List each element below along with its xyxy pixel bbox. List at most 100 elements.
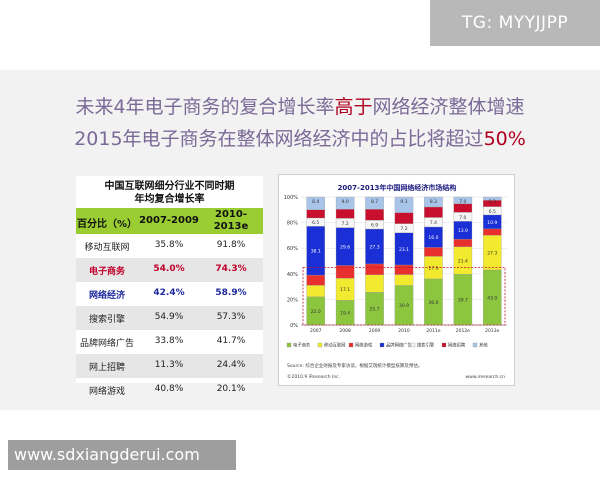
- legend-swatch: [286, 342, 292, 348]
- x-tick-label: 2007: [310, 328, 322, 334]
- table-cell-rate: 35.8%: [154, 240, 184, 250]
- table-cell-rate: 54.9%: [154, 312, 184, 322]
- bar-value-label: 43.0: [487, 295, 497, 301]
- bar-segment: [394, 274, 414, 286]
- bar-segment: [424, 247, 443, 257]
- bar-segment: [483, 196, 502, 201]
- table-header-period-2: 2010-2013e: [200, 209, 262, 233]
- bar-segment: [424, 196, 443, 208]
- bar-top-label: 8.4: [312, 199, 319, 205]
- table-row: 移动互联网 35.8% 91.8%: [76, 234, 263, 258]
- y-tick-label: 100%: [284, 195, 299, 201]
- bar-segment: [394, 264, 414, 275]
- bar-segment: [365, 274, 384, 293]
- x-tick-label: 2011e: [426, 328, 440, 334]
- legend-label: 网络游戏: [355, 342, 373, 349]
- bar-value-label: 16.0: [428, 235, 438, 241]
- bar-value-label: 36.0: [428, 300, 438, 306]
- bar-value-label: 6.5: [489, 209, 496, 215]
- table-row: 网上招聘 11.3% 24.4%: [76, 354, 263, 378]
- x-tick-label: 2008: [339, 328, 351, 334]
- table-cell-rate: 40.8%: [154, 384, 184, 394]
- table-header-percent: 百分比（%）: [76, 219, 138, 230]
- headline-1-part-3: 网络经济整体增速: [372, 96, 525, 118]
- bar-segment: [335, 209, 355, 219]
- bar-segment: [394, 212, 414, 224]
- legend-label: 移动互联网: [324, 342, 345, 349]
- table-cell-sector: 品牌网络广告: [79, 339, 134, 349]
- watermark-bottom: www.sdxiangderui.com: [8, 440, 236, 470]
- table-cell-sector: 电子商务: [88, 267, 125, 277]
- ecommerce-highlight-box: [302, 267, 506, 326]
- legend-label: 其他: [479, 342, 488, 349]
- table-cell-rate: 24.4%: [216, 360, 246, 370]
- bar-value-label: 19.4: [340, 311, 350, 317]
- bar-top-label: 9.0: [342, 199, 349, 205]
- bar-segment: [365, 209, 384, 221]
- table-header-period-1: 2007-2009: [139, 215, 199, 226]
- bar-segment: [306, 196, 325, 210]
- bar-value-label: 22.0: [311, 309, 321, 315]
- bar-top-label: 8.3: [430, 199, 437, 205]
- bar-segment: [424, 206, 443, 218]
- table-row: 品牌网络广告 33.8% 41.7%: [76, 330, 263, 354]
- chart-panel: 2007-2013年中国网络经济市场结构 0% 20% 40% 60% 80% 100% 2…: [278, 174, 515, 386]
- table-cell-rate: 20.1%: [216, 384, 246, 394]
- bar-segment: [306, 274, 325, 286]
- x-tick-label: 2009: [369, 328, 381, 334]
- table-cell-rate: 57.3%: [216, 312, 246, 322]
- legend-swatch: [472, 342, 478, 348]
- x-tick-label: 2012e: [456, 328, 470, 334]
- table-cell-sector: 网络经济: [88, 291, 125, 301]
- legend-swatch: [379, 342, 385, 348]
- table-cell-sector: 网上招聘: [88, 363, 125, 373]
- bar-value-label: 13.9: [458, 228, 468, 234]
- bar-segment: [453, 238, 473, 247]
- table-row: 搜索引擎 54.9% 57.3%: [76, 306, 263, 330]
- chart-source: Source: 综合企业财报及专家访谈，根据艾瑞统计模型核算及预估。: [287, 362, 422, 369]
- table-header-period-2-text: 2010-2013e: [213, 209, 249, 232]
- bar-value-label: 7.4: [430, 220, 437, 226]
- y-tick-label: 80%: [287, 221, 298, 227]
- bar-value-label: 38.1: [311, 249, 321, 255]
- bar-value-label: 21.4: [458, 258, 468, 264]
- bar-segment: [306, 209, 325, 219]
- table-cell-rate: 33.8%: [154, 336, 184, 346]
- headline-2-part-1: 2015年电子商务在整体网络经济中的占比将超过: [74, 128, 484, 150]
- bar-value-label: 17.6: [428, 266, 438, 272]
- legend-swatch: [410, 342, 416, 348]
- chart-title: 2007-2013年中国网络经济市场结构: [338, 183, 457, 192]
- bar-value-label: 10.9: [487, 220, 497, 226]
- chart-bars: 22.0 38.1 6.5 8.4 19.4 17.1 29.6 7.2 9.0 25.7 27.3…: [302, 196, 506, 326]
- table-cell-sector: 移动互联网: [84, 243, 130, 253]
- x-tick-label: 2013e: [485, 328, 499, 334]
- bar-segment: [335, 196, 355, 210]
- bar-segment: [306, 285, 325, 297]
- table-title-line-2: 年均复合增长率: [134, 194, 205, 205]
- headline-1-part-1: 未来4年电子商务的复合增长率: [75, 96, 335, 118]
- legend-swatch: [441, 342, 447, 348]
- chart-site: www.iresearch.cn: [465, 374, 505, 380]
- legend-label: 搜索引擎: [417, 342, 435, 349]
- y-tick-label: 20%: [287, 297, 298, 303]
- bar-top-label: 5.3: [489, 199, 496, 205]
- legend-label: 品牌网络广告: [386, 342, 412, 349]
- y-tick-label: 60%: [287, 246, 298, 252]
- table-row: 电子商务 54.0% 74.3%: [76, 258, 263, 282]
- watermark-top: TG: MYYJJPP: [430, 0, 600, 46]
- bar-value-label: 39.7: [458, 298, 468, 304]
- bar-value-label: 6.5: [312, 220, 319, 226]
- table-row: 网络经济 42.4% 58.9%: [76, 282, 263, 306]
- chart-legend: 电子商务 移动互联网 网络游戏 品牌网络广告 搜索引擎 网络招聘 其他: [286, 342, 488, 349]
- bar-segment: [365, 263, 384, 275]
- table-cell-rate: 41.7%: [216, 336, 246, 346]
- bar-segment: [394, 196, 414, 213]
- bar-value-label: 27.3: [487, 251, 497, 257]
- bar-segment: [453, 196, 473, 204]
- table-header-row: 百分比（%） 2007-2009 2010-2013e: [76, 208, 263, 234]
- table-title-line-1: 中国互联网细分行业不同时期: [104, 181, 235, 192]
- y-tick-label: 0%: [290, 323, 298, 329]
- bar-top-label: 9.1: [400, 199, 407, 205]
- headline-line-2: 2015年电子商务在整体网络经济中的占比将超过50%: [0, 124, 600, 151]
- bar-segment: [483, 228, 502, 236]
